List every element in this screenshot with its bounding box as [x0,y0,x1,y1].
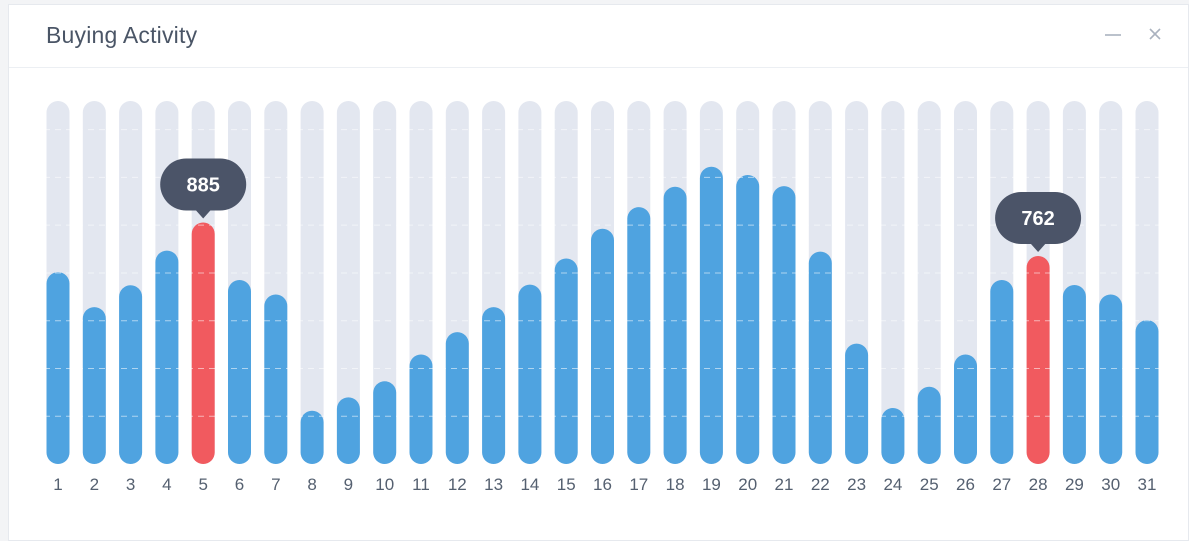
bar[interactable] [482,307,506,464]
x-tick-label: 11 [412,475,430,494]
bar[interactable] [445,332,469,464]
x-tick-label: 18 [666,475,685,494]
x-tick-label: 3 [126,475,135,494]
x-tick-label: 22 [811,475,830,494]
tooltip-bubble [160,158,247,211]
bar-track [917,101,941,464]
bar-track [373,101,397,464]
bar[interactable] [155,250,179,464]
tooltip-pointer [195,209,212,219]
x-tick-labels: 1 2 3 4 5 6 7 8 9 10 11 12 13 14 15 16 17 18 19 20 21 22 23 24 2… [53,475,1156,494]
bar-highlighted[interactable] [1026,256,1050,464]
value-tooltip: 885 [160,158,247,219]
x-tick-label: 13 [484,475,503,494]
bar[interactable] [1135,320,1159,464]
bar[interactable] [300,410,324,464]
x-tick-label: 4 [162,475,171,494]
bar[interactable] [699,166,723,465]
tooltip-bubble [995,192,1082,245]
x-tick-label: 15 [557,475,576,494]
tooltip-label: 885 [187,174,220,196]
x-tick-label: 27 [992,475,1011,494]
x-tick-label: 23 [847,475,866,494]
bar[interactable] [264,294,288,464]
bar[interactable] [373,381,397,464]
bar[interactable] [336,397,360,464]
x-tick-label: 12 [448,475,467,494]
bar-track [336,101,360,464]
x-tick-label: 21 [775,475,794,494]
bar[interactable] [917,386,941,464]
bar[interactable] [772,186,796,464]
bar[interactable] [82,307,106,464]
bar-track [881,101,905,464]
x-tick-label: 24 [883,475,902,494]
minimize-icon [1105,34,1121,36]
x-tick-label: 8 [307,475,316,494]
tooltip-pointer [1030,243,1047,253]
bar[interactable] [808,251,832,464]
bar[interactable] [554,258,578,464]
x-tick-label: 10 [375,475,394,494]
bar[interactable] [119,285,143,464]
bar[interactable] [228,280,251,464]
x-tick-label: 20 [738,475,757,494]
bar[interactable] [736,174,760,464]
x-tick-label: 9 [344,475,353,494]
bar[interactable] [663,186,687,464]
close-icon [1149,28,1161,40]
value-tooltip: 762 [995,192,1082,253]
bar[interactable] [881,408,905,464]
x-tick-label: 2 [90,475,99,494]
bar[interactable] [627,207,651,465]
bar[interactable] [409,354,433,464]
x-tick-label: 28 [1029,475,1048,494]
panel-header: Buying Activity [9,5,1188,68]
bars [46,166,1159,465]
bar[interactable] [845,343,869,464]
x-tick-label: 31 [1138,475,1157,494]
panel-controls [1102,23,1166,45]
x-tick-label: 26 [956,475,975,494]
x-tick-label: 16 [593,475,612,494]
bar[interactable] [954,354,977,464]
bar-track [300,101,324,464]
panel-title: Buying Activity [46,22,198,48]
minimize-button[interactable] [1102,23,1124,45]
x-tick-label: 19 [702,475,721,494]
x-tick-label: 5 [198,475,207,494]
x-tick-label: 25 [920,475,939,494]
bar-highlighted[interactable] [191,222,215,464]
tooltips: 885 762 [160,158,1082,253]
x-tick-label: 29 [1065,475,1084,494]
close-button[interactable] [1144,23,1166,45]
x-tick-label: 30 [1101,475,1120,494]
tooltip-label: 762 [1021,208,1054,230]
gridlines [44,129,1160,417]
bar[interactable] [518,284,542,464]
bar[interactable] [1099,294,1123,464]
x-tick-label: 14 [520,475,539,494]
x-tick-label: 1 [53,475,62,494]
x-tick-label: 7 [271,475,280,494]
x-tick-label: 6 [235,475,244,494]
bar[interactable] [591,228,614,464]
x-tick-label: 17 [629,475,648,494]
bar[interactable] [1062,284,1086,464]
bar[interactable] [990,280,1014,464]
